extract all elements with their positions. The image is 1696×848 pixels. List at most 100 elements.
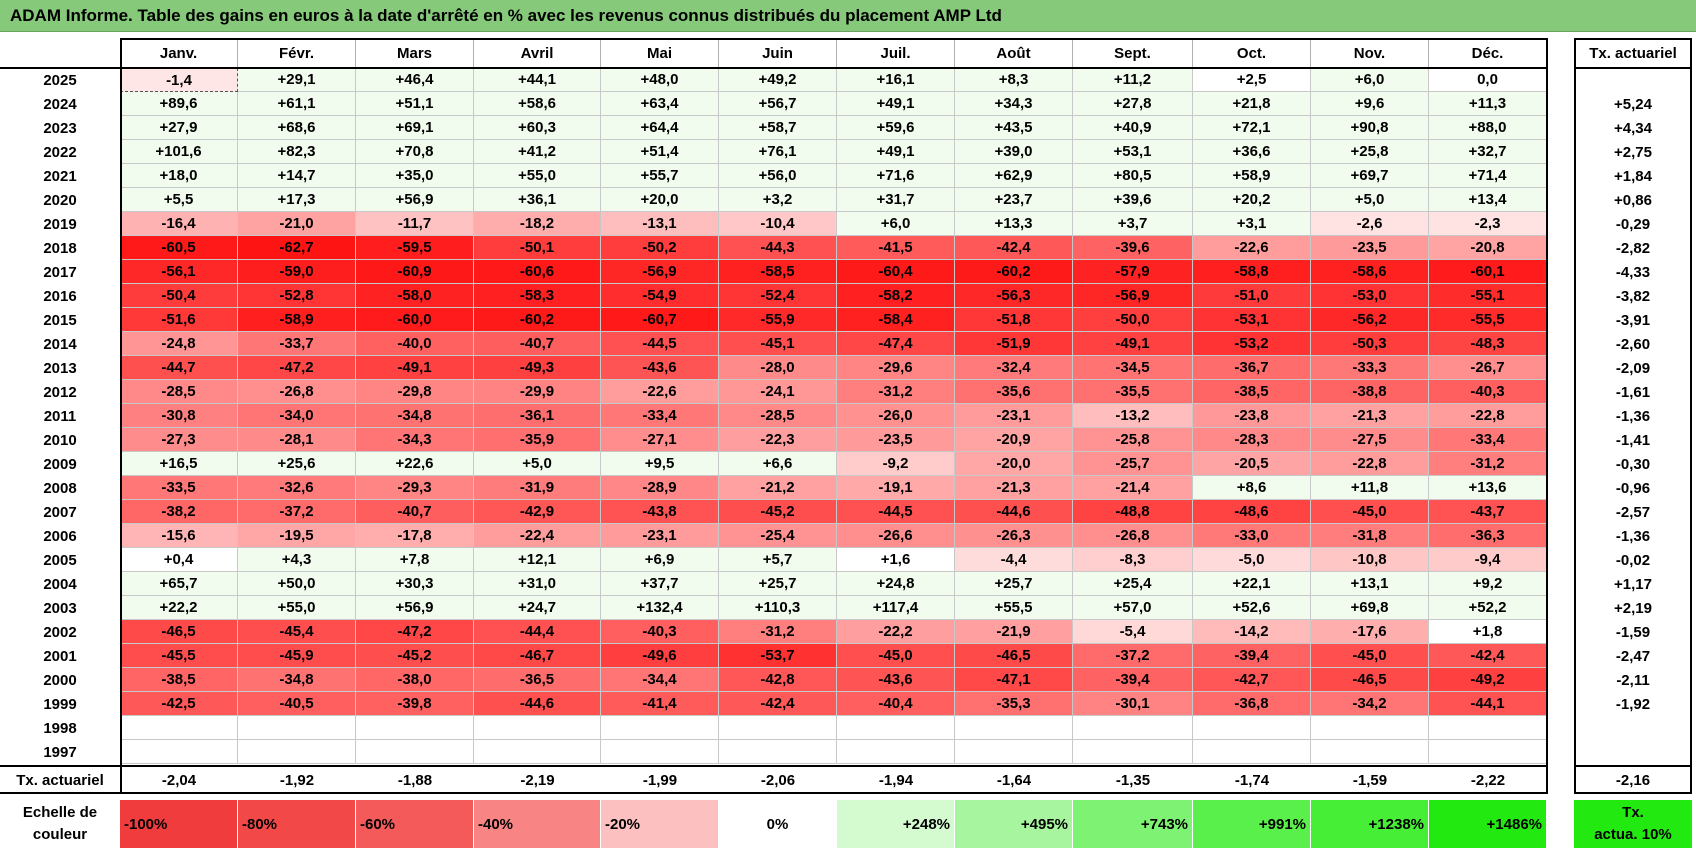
- annual-rate-header[interactable]: Tx. actuariel: [1589, 44, 1677, 62]
- table-cell[interactable]: -48,6: [1193, 500, 1311, 524]
- table-cell[interactable]: [120, 716, 238, 740]
- table-cell[interactable]: -27,3: [120, 428, 238, 452]
- table-cell[interactable]: -58,2: [837, 284, 955, 308]
- table-cell[interactable]: -19,5: [238, 524, 356, 548]
- table-cell[interactable]: +25,7: [719, 572, 837, 596]
- table-cell[interactable]: -56,1: [120, 260, 238, 284]
- table-cell[interactable]: +25,6: [238, 452, 356, 476]
- table-cell[interactable]: -33,3: [1311, 356, 1429, 380]
- table-cell[interactable]: -21,9: [955, 620, 1073, 644]
- table-cell[interactable]: -21,4: [1073, 476, 1193, 500]
- table-cell[interactable]: -44,5: [601, 332, 719, 356]
- table-cell[interactable]: +9,5: [601, 452, 719, 476]
- table-cell[interactable]: -41,5: [837, 236, 955, 260]
- table-cell[interactable]: -36,7: [1193, 356, 1311, 380]
- table-cell[interactable]: -22,6: [1193, 236, 1311, 260]
- table-cell[interactable]: +1,8: [1429, 620, 1547, 644]
- table-cell[interactable]: -51,6: [120, 308, 238, 332]
- annual-rate-cell[interactable]: +2,19: [1614, 599, 1652, 617]
- table-cell[interactable]: +3,1: [1193, 212, 1311, 236]
- table-cell[interactable]: +32,7: [1429, 140, 1547, 164]
- table-cell[interactable]: +35,0: [356, 164, 474, 188]
- annual-rate-cell[interactable]: [1578, 740, 1688, 764]
- table-cell[interactable]: -47,4: [837, 332, 955, 356]
- table-cell[interactable]: [955, 716, 1073, 740]
- annual-rate-cell[interactable]: -2,57: [1615, 503, 1651, 521]
- table-cell[interactable]: +117,4: [837, 596, 955, 620]
- annual-rate-cell[interactable]: +2,75: [1614, 143, 1652, 161]
- table-cell[interactable]: -53,7: [719, 644, 837, 668]
- footer-cell[interactable]: -1,99: [642, 771, 678, 789]
- table-cell[interactable]: [837, 740, 955, 764]
- table-cell[interactable]: -39,8: [356, 692, 474, 716]
- table-cell[interactable]: -22,2: [837, 620, 955, 644]
- table-cell[interactable]: +48,0: [601, 68, 719, 92]
- table-cell[interactable]: +52,2: [1429, 596, 1547, 620]
- annual-rate-cell[interactable]: -4,33: [1615, 263, 1651, 281]
- table-cell[interactable]: -39,4: [1193, 644, 1311, 668]
- month-header-2[interactable]: Févr.: [238, 38, 356, 68]
- table-cell[interactable]: +11,8: [1311, 476, 1429, 500]
- table-cell[interactable]: -34,5: [1073, 356, 1193, 380]
- month-header-11[interactable]: Nov.: [1311, 38, 1429, 68]
- table-cell[interactable]: +49,1: [837, 92, 955, 116]
- table-cell[interactable]: [601, 740, 719, 764]
- table-cell[interactable]: [120, 740, 238, 764]
- table-cell[interactable]: [238, 740, 356, 764]
- table-cell[interactable]: -46,5: [955, 644, 1073, 668]
- table-cell[interactable]: -27,5: [1311, 428, 1429, 452]
- footer-cell[interactable]: -2,22: [1470, 771, 1506, 789]
- table-cell[interactable]: -30,1: [1073, 692, 1193, 716]
- annual-rate-cell[interactable]: -3,82: [1615, 287, 1651, 305]
- table-cell[interactable]: -47,2: [356, 620, 474, 644]
- table-cell[interactable]: -2,6: [1311, 212, 1429, 236]
- table-cell[interactable]: -42,4: [719, 692, 837, 716]
- table-cell[interactable]: +8,6: [1193, 476, 1311, 500]
- table-cell[interactable]: -36,3: [1429, 524, 1547, 548]
- table-cell[interactable]: [1073, 716, 1193, 740]
- table-cell[interactable]: +5,7: [719, 548, 837, 572]
- table-cell[interactable]: -44,7: [120, 356, 238, 380]
- table-cell[interactable]: -42,4: [1429, 644, 1547, 668]
- table-cell[interactable]: -4,4: [955, 548, 1073, 572]
- table-cell[interactable]: +59,6: [837, 116, 955, 140]
- table-cell[interactable]: -53,2: [1193, 332, 1311, 356]
- table-cell[interactable]: -21,2: [719, 476, 837, 500]
- table-cell[interactable]: -55,5: [1429, 308, 1547, 332]
- table-cell[interactable]: [1311, 740, 1429, 764]
- table-cell[interactable]: -58,5: [719, 260, 837, 284]
- table-cell[interactable]: -15,6: [120, 524, 238, 548]
- table-cell[interactable]: -11,7: [356, 212, 474, 236]
- table-cell[interactable]: -14,2: [1193, 620, 1311, 644]
- table-cell[interactable]: +11,3: [1429, 92, 1547, 116]
- footer-cell[interactable]: -1,35: [1115, 771, 1151, 789]
- table-cell[interactable]: -33,5: [120, 476, 238, 500]
- table-cell[interactable]: [356, 740, 474, 764]
- table-cell[interactable]: +23,7: [955, 188, 1073, 212]
- table-cell[interactable]: -56,9: [601, 260, 719, 284]
- table-cell[interactable]: +3,7: [1073, 212, 1193, 236]
- table-cell[interactable]: -60,5: [120, 236, 238, 260]
- table-cell[interactable]: +60,3: [474, 116, 601, 140]
- table-cell[interactable]: -44,3: [719, 236, 837, 260]
- table-cell[interactable]: -34,2: [1311, 692, 1429, 716]
- table-cell[interactable]: -46,5: [120, 620, 238, 644]
- table-cell[interactable]: +9,6: [1311, 92, 1429, 116]
- table-cell[interactable]: -42,4: [955, 236, 1073, 260]
- table-cell[interactable]: +40,9: [1073, 116, 1193, 140]
- table-cell[interactable]: +30,3: [356, 572, 474, 596]
- table-cell[interactable]: +3,2: [719, 188, 837, 212]
- annual-rate-cell[interactable]: -0,30: [1615, 455, 1651, 473]
- table-cell[interactable]: +70,8: [356, 140, 474, 164]
- annual-rate-cell[interactable]: -2,09: [1615, 359, 1651, 377]
- table-cell[interactable]: -34,8: [356, 404, 474, 428]
- table-cell[interactable]: +5,0: [474, 452, 601, 476]
- table-cell[interactable]: -39,6: [1073, 236, 1193, 260]
- table-cell[interactable]: -42,9: [474, 500, 601, 524]
- table-cell[interactable]: -35,6: [955, 380, 1073, 404]
- table-cell[interactable]: +7,8: [356, 548, 474, 572]
- table-cell[interactable]: -43,6: [837, 668, 955, 692]
- table-cell[interactable]: -28,5: [719, 404, 837, 428]
- table-cell[interactable]: -28,5: [120, 380, 238, 404]
- table-cell[interactable]: -49,1: [1073, 332, 1193, 356]
